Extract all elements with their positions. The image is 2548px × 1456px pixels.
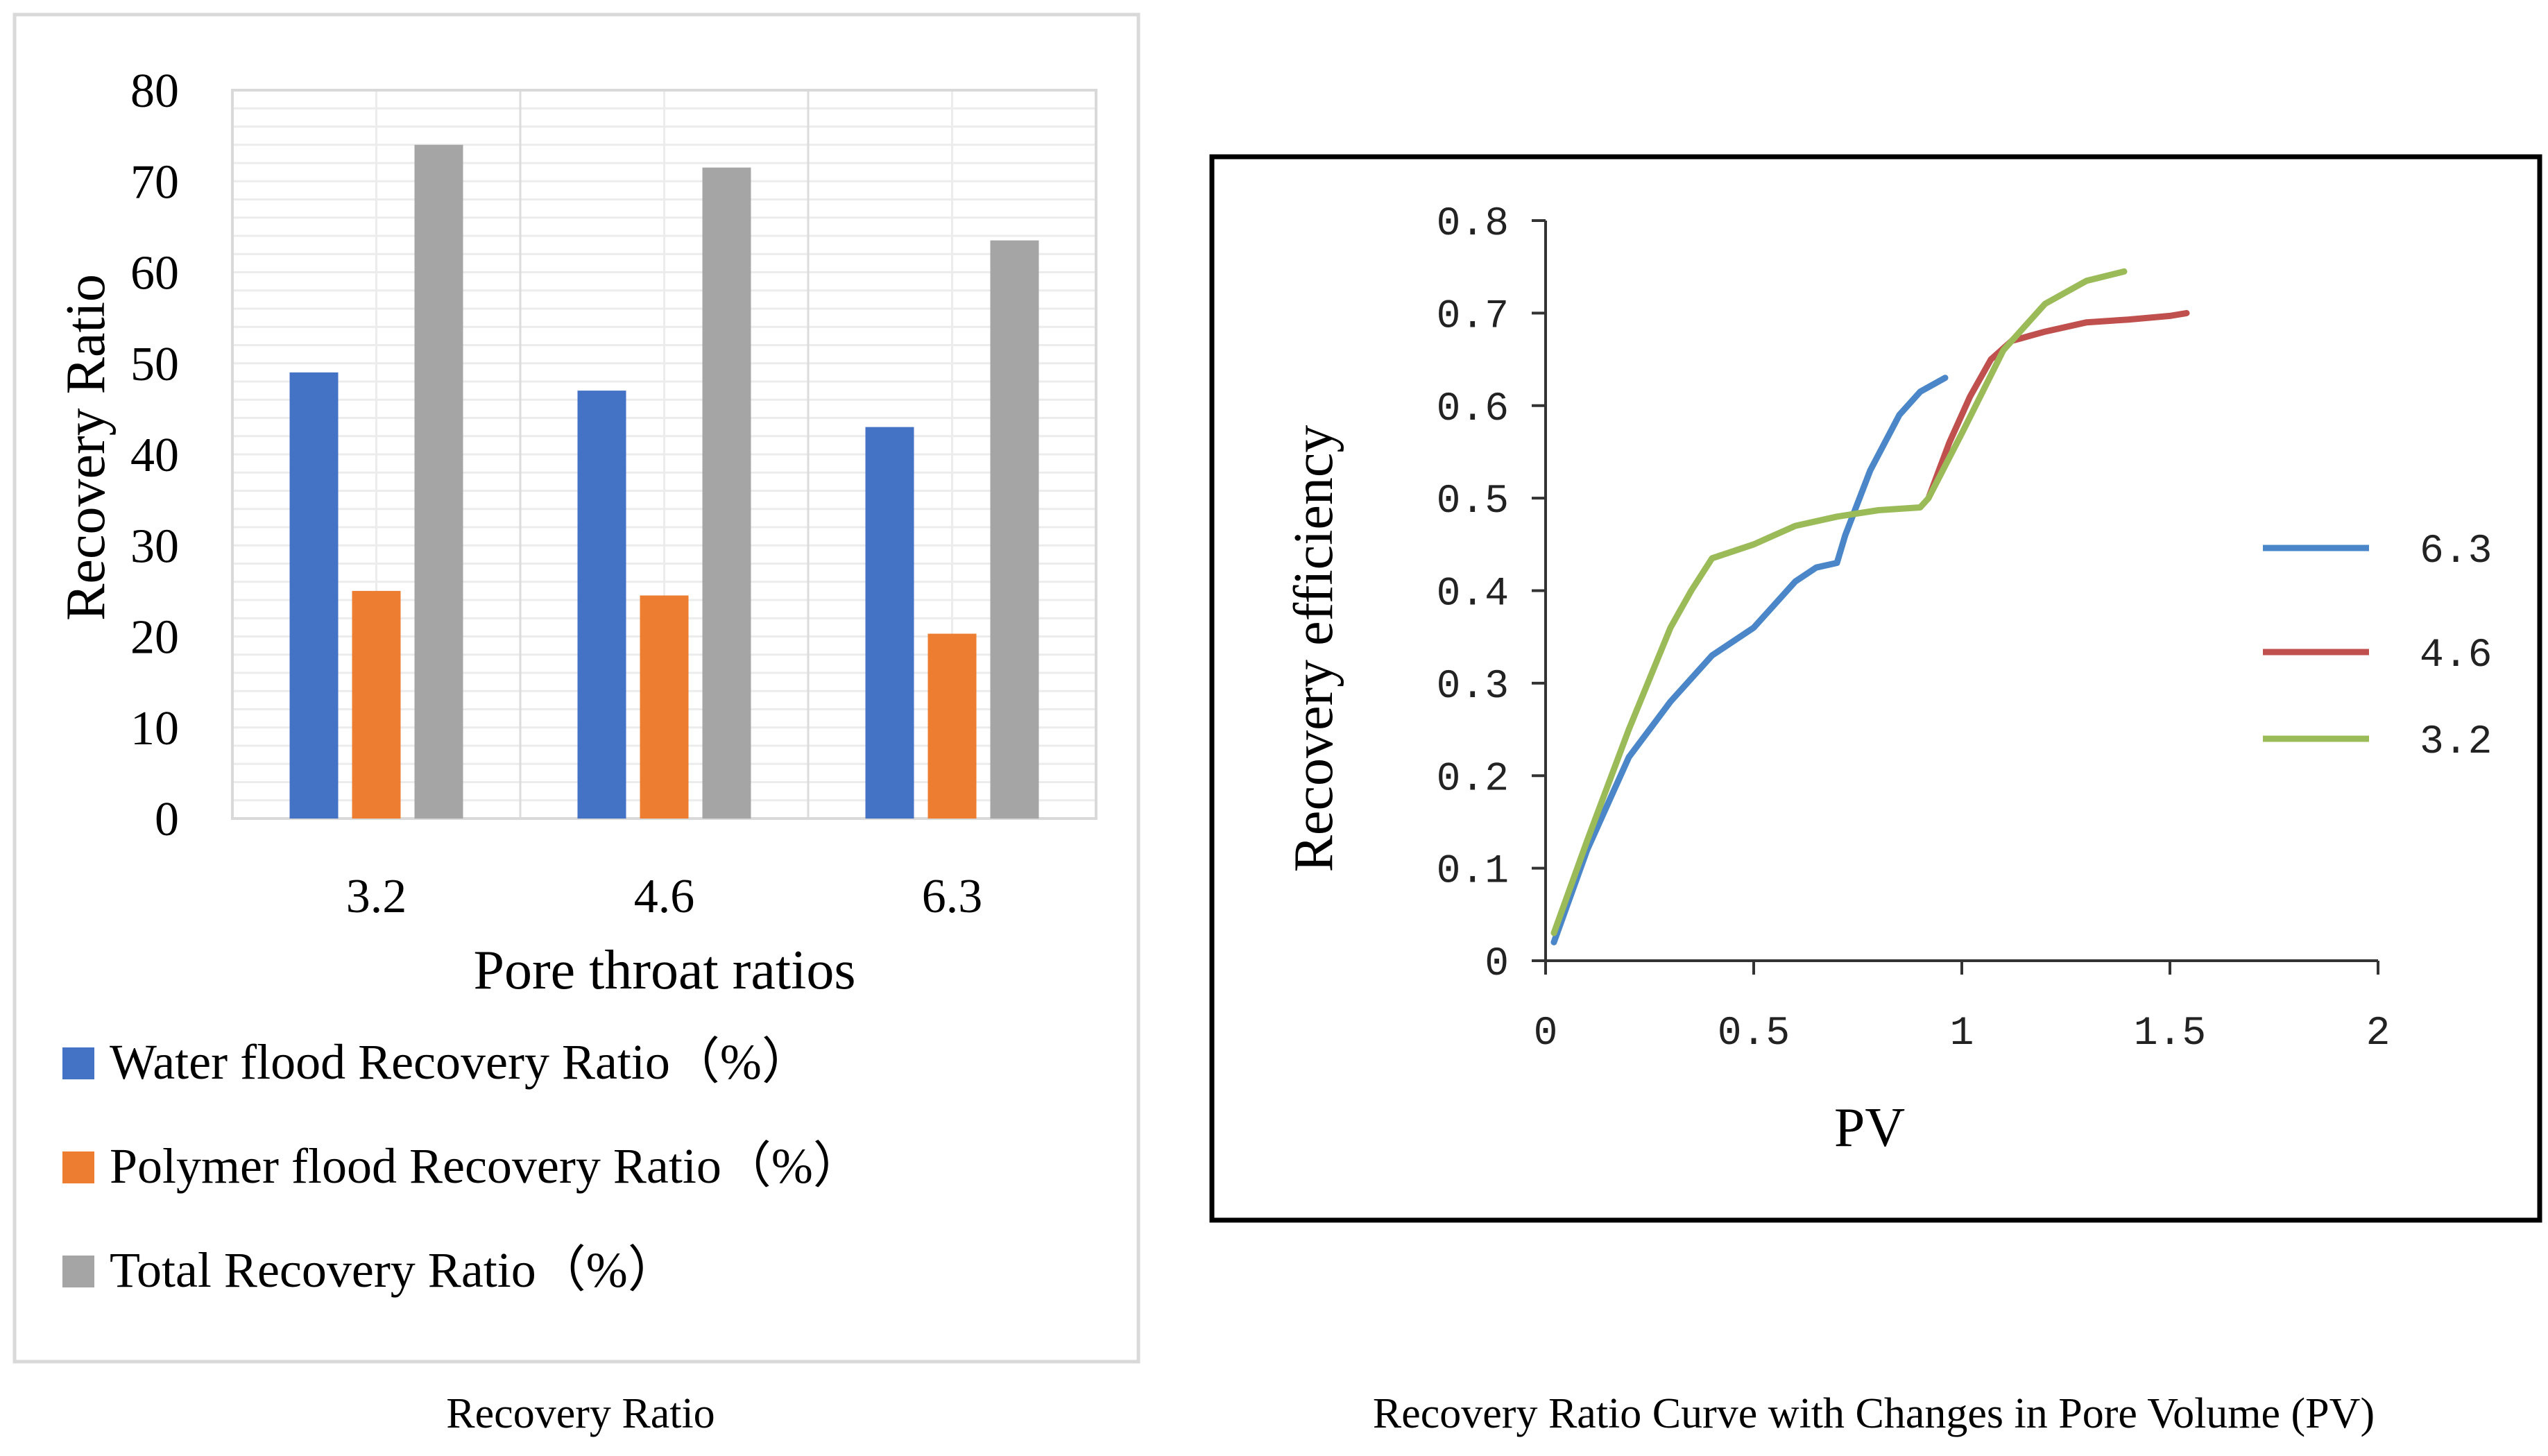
bar-3.2-water-flood: [289, 372, 339, 819]
bar-6.3-total: [990, 240, 1039, 819]
bar-x-tick-labels: 3.2 4.6 6.3: [346, 870, 983, 923]
bar-legend-swatch: [62, 1151, 94, 1183]
bar-y-tick-label: 10: [130, 702, 179, 755]
bar-3.2-total: [414, 144, 463, 819]
line-chart-caption: Recovery Ratio Curve with Changes in Por…: [1373, 1390, 2375, 1437]
line-legend: 6.3 4.6 3.2: [2263, 529, 2492, 765]
bar-y-tick-labels: 0 10 20 30 40 50 60 70 80: [130, 65, 179, 846]
bar-y-tick-label: 0: [155, 793, 179, 846]
line-legend-label: 3.2: [2420, 720, 2492, 765]
line-x-tick-label: 0.5: [1718, 1011, 1790, 1056]
line-x-tick-labels: 0 0.5 1 1.5 2: [1534, 1011, 2391, 1056]
line-series-6.3: [1550, 375, 1949, 945]
line-y-tick-label: 0.5: [1437, 479, 1509, 524]
bar-6.3-polymer-flood: [927, 633, 977, 819]
bar-legend-label: Water flood Recovery Ratio（%）: [110, 1034, 812, 1090]
bar-legend-label: Total Recovery Ratio（%）: [110, 1242, 678, 1298]
bar-y-tick-label: 60: [130, 247, 179, 300]
bar-y-tick-label: 40: [130, 429, 179, 482]
line-y-axis-label: Recovery efficiency: [1283, 425, 1344, 873]
line-chart-frame: [1209, 154, 2542, 1223]
line-y-tick-label: 0.2: [1437, 757, 1509, 802]
bar-y-tick-label: 70: [130, 155, 179, 209]
bar-chart-panel: 0 10 20 30 40 50 60 70 80 3.2 4.6 6.3 Pore throat …: [12, 12, 1140, 1437]
line-y-tick-label: 0.4: [1437, 572, 1509, 617]
bar-legend-label: Polymer flood Recovery Ratio（%）: [110, 1138, 863, 1194]
line-y-tick-label: 0.3: [1437, 665, 1509, 710]
line-axes: [1532, 219, 2379, 975]
bar-4.6-total: [702, 167, 751, 819]
line-chart-panel: 0 0.1 0.2 0.3 0.4 0.5 0.6 0.7 0.8 0 0.5 1 1.5 2 PV R…: [1209, 154, 2542, 1437]
line-series-4.6: [1925, 309, 2190, 502]
bar-y-tick-label: 20: [130, 611, 179, 665]
bar-marks: [289, 144, 1039, 819]
line-x-tick-label: 0: [1534, 1011, 1558, 1056]
bar-y-tick-label: 30: [130, 520, 179, 573]
line-y-tick-label: 0.7: [1437, 294, 1509, 339]
bar-x-axis-label: Pore throat ratios: [474, 940, 856, 1001]
bar-legend-swatch: [62, 1047, 94, 1079]
bar-chart-caption: Recovery Ratio: [446, 1390, 715, 1437]
bar-4.6-polymer-flood: [640, 595, 689, 819]
bar-4.6-water-flood: [577, 391, 626, 819]
bar-x-tick-label: 6.3: [922, 870, 983, 923]
bar-y-axis-label: Recovery Ratio: [55, 274, 117, 621]
line-series: [1550, 268, 2190, 945]
line-legend-label: 4.6: [2420, 633, 2492, 678]
bar-y-tick-label: 50: [130, 338, 179, 391]
bar-y-tick-label: 80: [130, 65, 179, 118]
line-legend-label: 6.3: [2420, 529, 2492, 574]
line-x-tick-label: 1: [1950, 1011, 1974, 1056]
bar-legend-swatch: [62, 1256, 94, 1287]
line-y-tick-label: 0.1: [1437, 850, 1509, 895]
line-y-tick-labels: 0 0.1 0.2 0.3 0.4 0.5 0.6 0.7 0.8: [1437, 202, 1509, 987]
line-x-axis-label: PV: [1834, 1097, 1905, 1158]
bar-3.2-polymer-flood: [352, 590, 401, 819]
bar-legend: Water flood Recovery Ratio（%） Polymer flo…: [62, 1034, 863, 1298]
bar-x-tick-label: 3.2: [346, 870, 407, 923]
bar-6.3-water-flood: [865, 427, 914, 819]
line-y-tick-label: 0: [1485, 942, 1509, 987]
bar-x-tick-label: 4.6: [634, 870, 695, 923]
line-y-tick-label: 0.8: [1437, 202, 1509, 247]
line-y-tick-label: 0.6: [1437, 387, 1509, 432]
line-x-tick-label: 2: [2366, 1011, 2391, 1056]
line-x-tick-label: 1.5: [2134, 1011, 2206, 1056]
line-series-3.2: [1550, 268, 2128, 936]
